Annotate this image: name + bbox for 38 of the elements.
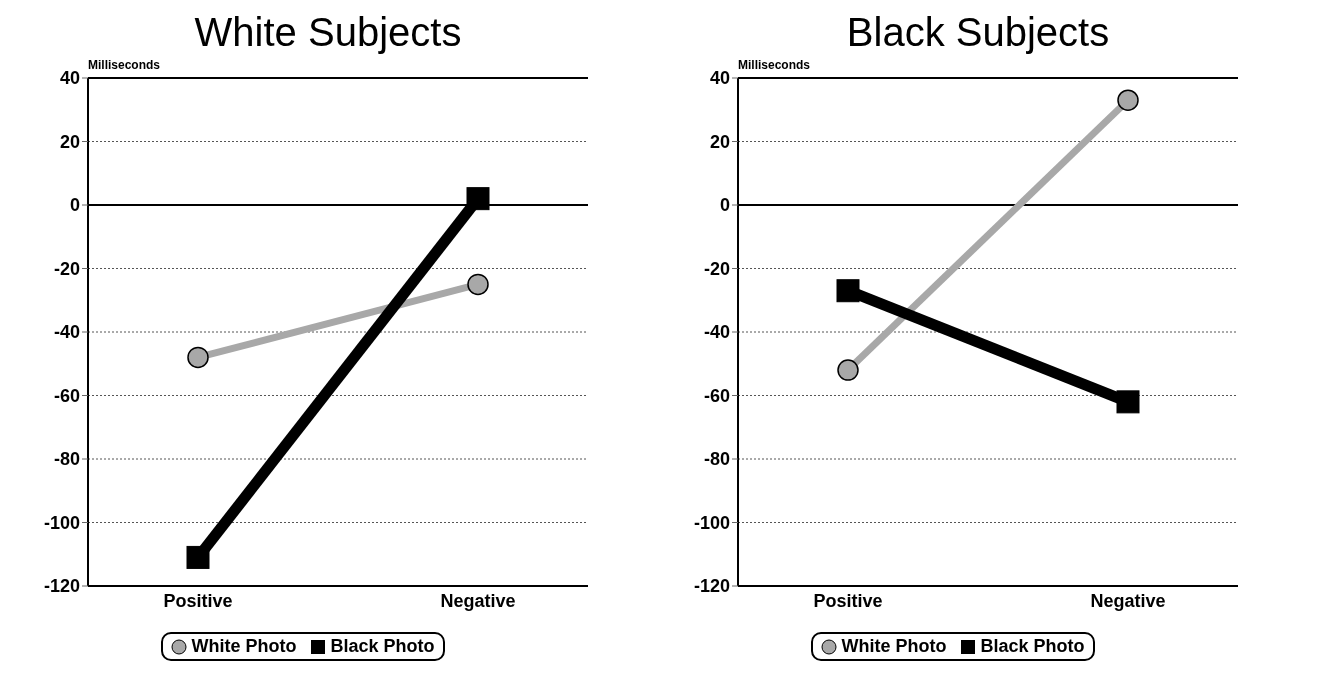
y-tick-label: -40	[703, 322, 730, 343]
y-tick-label: 40	[709, 68, 730, 89]
y-tick-label: -80	[53, 449, 80, 470]
y-tick-label: -100	[43, 512, 80, 533]
point	[467, 273, 489, 296]
point	[1116, 390, 1140, 414]
legend-label: Black Photo	[330, 636, 435, 657]
chart-title: White Subjects	[193, 9, 463, 56]
y-tick-label: -60	[703, 385, 730, 406]
y-tick-label: 0	[69, 195, 80, 216]
y-tick-label: -60	[53, 385, 80, 406]
y-tick-label: 20	[59, 131, 80, 152]
y-tick-label: -20	[53, 258, 80, 279]
y-tick-label: -20	[703, 258, 730, 279]
x-tick-label: Positive	[163, 590, 233, 611]
y-axis-title: Milliseconds	[88, 58, 161, 72]
legend-label: White Photo	[841, 636, 947, 657]
legend-label: White Photo	[191, 636, 297, 657]
point	[836, 279, 860, 303]
x-tick-label: Positive	[813, 590, 883, 611]
point	[1117, 89, 1139, 111]
x-tick-label: Negative	[440, 590, 516, 611]
point	[837, 359, 859, 381]
y-tick-label: 0	[719, 195, 730, 216]
y-tick-label: 40	[59, 68, 80, 89]
point	[186, 545, 210, 569]
point	[187, 346, 209, 369]
point	[466, 187, 490, 211]
y-axis-title: Milliseconds	[738, 58, 811, 72]
y-tick-label: -40	[53, 322, 80, 343]
y-tick-label: -120	[43, 576, 80, 597]
y-tick-label: -120	[693, 576, 730, 597]
y-tick-label: -100	[693, 512, 730, 533]
y-tick-label: 20	[709, 131, 730, 152]
legend-label: Black Photo	[980, 636, 1085, 657]
x-tick-label: Negative	[1090, 590, 1166, 611]
chart-title: Black Subjects	[845, 9, 1111, 56]
y-tick-label: -80	[703, 449, 730, 470]
